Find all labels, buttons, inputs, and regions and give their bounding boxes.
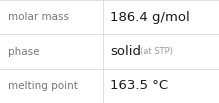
Text: solid: solid: [110, 45, 141, 58]
Text: 186.4 g/mol: 186.4 g/mol: [110, 11, 190, 24]
Text: phase: phase: [8, 46, 39, 57]
Text: (at STP): (at STP): [140, 47, 173, 56]
Text: 163.5 °C: 163.5 °C: [110, 79, 168, 92]
Text: molar mass: molar mass: [8, 12, 69, 22]
Text: melting point: melting point: [8, 81, 78, 91]
